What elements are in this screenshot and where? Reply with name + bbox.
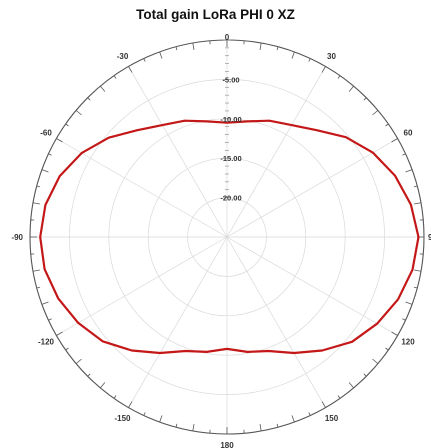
tick-mark bbox=[87, 373, 91, 377]
spoke-line bbox=[128, 66, 228, 238]
tick-mark bbox=[348, 85, 354, 92]
tick-mark bbox=[87, 97, 91, 101]
tick-mark bbox=[413, 286, 418, 289]
spoke-line bbox=[56, 138, 228, 238]
tick-mark bbox=[36, 185, 41, 188]
tick-mark bbox=[36, 286, 41, 289]
tick-mark bbox=[414, 202, 422, 205]
tick-mark bbox=[100, 382, 106, 389]
gain-series-line bbox=[39, 119, 420, 355]
angle-label: 60 bbox=[404, 129, 413, 138]
spoke-line bbox=[128, 236, 228, 408]
tick-mark bbox=[192, 42, 195, 50]
ring-label: -5.00 bbox=[222, 75, 239, 84]
tick-mark bbox=[363, 373, 367, 377]
angle-label: 120 bbox=[401, 338, 415, 347]
tick-mark bbox=[259, 424, 262, 432]
tick-mark bbox=[337, 395, 341, 399]
tick-mark bbox=[159, 51, 163, 59]
tick-mark bbox=[321, 66, 326, 73]
tick-mark bbox=[276, 423, 279, 428]
angle-label: 150 bbox=[325, 414, 339, 423]
tick-mark bbox=[113, 395, 117, 399]
angle-label: 0 bbox=[225, 33, 230, 42]
angle-label: -120 bbox=[38, 338, 55, 347]
tick-mark bbox=[372, 110, 379, 116]
label-layer: -5.00 -10.00 -15.00 -20.00 0 30 60 90 120 150 180 -… bbox=[11, 33, 431, 448]
tick-mark bbox=[143, 412, 146, 416]
tick-mark bbox=[32, 202, 40, 205]
tick-mark bbox=[175, 423, 178, 428]
tick-mark bbox=[75, 110, 82, 116]
ring-label: -10.00 bbox=[220, 115, 241, 124]
tick-mark bbox=[259, 42, 262, 50]
tick-mark bbox=[143, 58, 146, 62]
tick-mark bbox=[385, 123, 389, 127]
tick-mark bbox=[291, 415, 295, 423]
tick-mark bbox=[41, 169, 49, 173]
tick-mark bbox=[175, 46, 178, 51]
tick-mark bbox=[100, 85, 106, 92]
tick-mark bbox=[405, 301, 413, 305]
angle-label: 90 bbox=[428, 233, 431, 242]
tick-mark bbox=[291, 51, 295, 59]
tick-mark bbox=[56, 331, 63, 336]
tick-mark bbox=[159, 415, 163, 423]
spoke-line bbox=[226, 236, 398, 336]
angle-label: 180 bbox=[220, 441, 234, 448]
spoke-line bbox=[226, 138, 398, 238]
tick-mark bbox=[414, 269, 422, 272]
tick-mark bbox=[391, 331, 398, 336]
tick-mark bbox=[308, 58, 311, 62]
tick-mark bbox=[56, 138, 63, 143]
spoke-line bbox=[226, 236, 326, 408]
tick-mark bbox=[391, 138, 398, 143]
tick-mark bbox=[337, 75, 341, 79]
tick-mark bbox=[75, 358, 82, 364]
angle-label: 30 bbox=[327, 52, 336, 61]
tick-mark bbox=[321, 401, 326, 408]
ring-label: -15.00 bbox=[220, 154, 241, 163]
tick-mark bbox=[65, 347, 69, 351]
tick-mark bbox=[413, 185, 418, 188]
spoke-line bbox=[226, 66, 326, 238]
angle-label: -60 bbox=[40, 129, 52, 138]
angle-label: -30 bbox=[117, 52, 129, 61]
angular-ticks bbox=[30, 39, 424, 434]
spoke-line bbox=[56, 236, 228, 336]
tick-mark bbox=[385, 347, 389, 351]
tick-mark bbox=[363, 97, 367, 101]
tick-mark bbox=[128, 66, 133, 73]
tick-mark bbox=[348, 382, 354, 389]
angle-label: -150 bbox=[114, 414, 131, 423]
tick-mark bbox=[405, 169, 413, 173]
tick-mark bbox=[192, 424, 195, 432]
tick-mark bbox=[48, 153, 52, 156]
chart-title: Total gain LoRa PHI 0 XZ bbox=[136, 7, 295, 22]
tick-mark bbox=[41, 301, 49, 305]
tick-mark bbox=[276, 46, 279, 51]
tick-mark bbox=[65, 123, 69, 127]
tick-mark bbox=[402, 318, 406, 321]
tick-mark bbox=[32, 269, 40, 272]
tick-mark bbox=[402, 153, 406, 156]
tick-mark bbox=[308, 412, 311, 416]
tick-mark bbox=[372, 358, 379, 364]
ring-label: -20.00 bbox=[220, 194, 241, 203]
angle-label: -90 bbox=[11, 233, 23, 242]
tick-mark bbox=[113, 75, 117, 79]
tick-mark bbox=[128, 401, 133, 408]
tick-mark bbox=[48, 318, 52, 321]
series-layer bbox=[39, 119, 420, 355]
